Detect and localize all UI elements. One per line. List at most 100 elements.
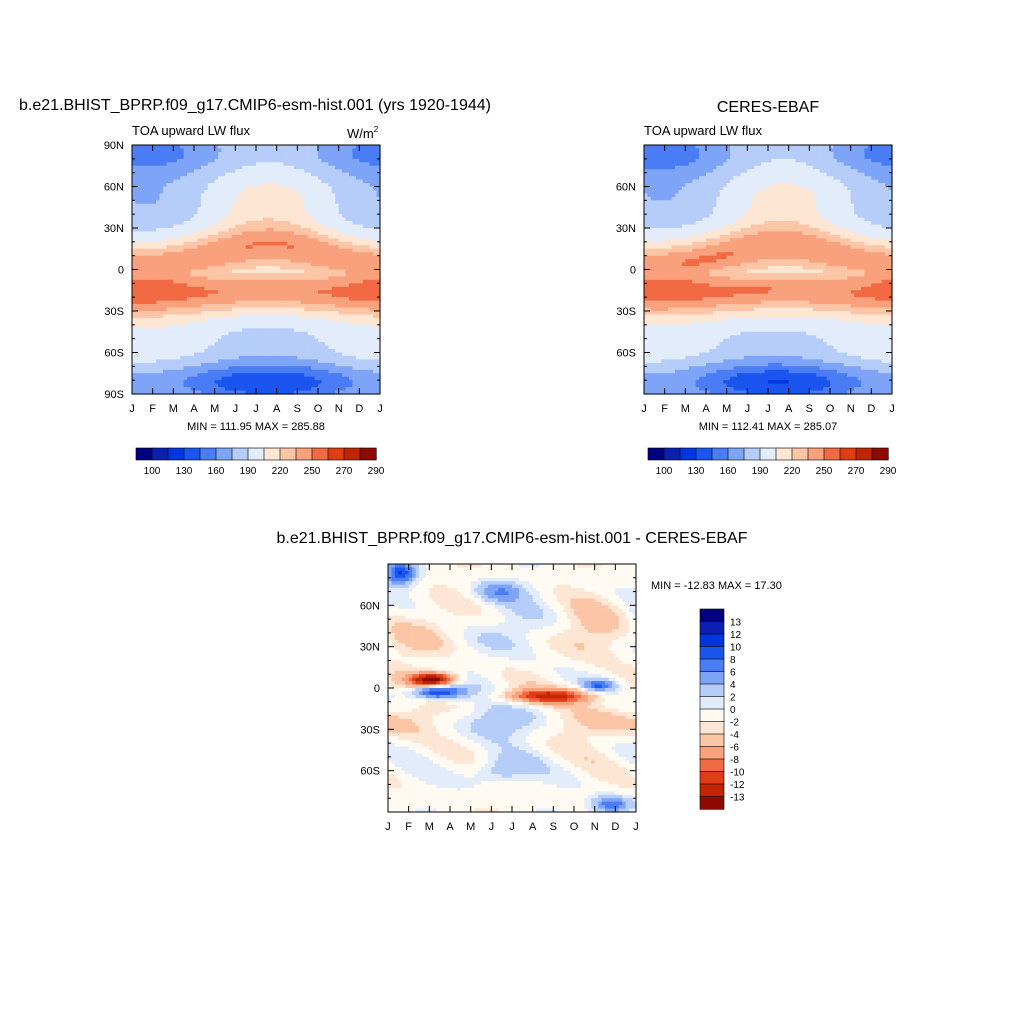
heatmap-cell <box>376 335 381 340</box>
heatmap-cell <box>228 248 233 253</box>
heatmap-cell <box>231 158 236 163</box>
heatmap-cell <box>321 252 326 257</box>
heatmap-cell <box>231 366 236 371</box>
heatmap-cell <box>256 359 261 364</box>
heatmap-cell <box>256 200 261 205</box>
heatmap-cell <box>238 366 243 371</box>
heatmap-cell <box>214 262 219 267</box>
heatmap-cell <box>187 228 192 233</box>
heatmap-cell <box>221 193 226 198</box>
heatmap-cell <box>238 207 243 212</box>
heatmap-cell <box>211 172 216 177</box>
heatmap-cell <box>307 355 312 361</box>
heatmap-cell <box>159 162 164 167</box>
heatmap-cell <box>359 165 364 170</box>
heatmap-cell <box>176 179 181 184</box>
heatmap-cell <box>135 311 140 316</box>
heatmap-cell <box>290 165 295 170</box>
heatmap-cell <box>211 376 216 381</box>
heatmap-cell <box>307 231 312 236</box>
heatmap-cell <box>335 279 340 284</box>
heatmap-cell <box>256 169 261 174</box>
heatmap-cell <box>280 304 285 309</box>
heatmap-cell <box>259 214 264 219</box>
heatmap-cell <box>321 228 326 233</box>
heatmap-cell <box>197 176 202 181</box>
heatmap-cell <box>156 145 161 150</box>
heatmap-cell <box>300 355 305 361</box>
heatmap-cell <box>149 224 154 229</box>
heatmap-cell <box>200 248 205 253</box>
heatmap-cell <box>194 148 199 153</box>
heatmap-cell <box>245 224 250 229</box>
heatmap-cell <box>307 214 312 219</box>
heatmap-cell <box>276 228 281 233</box>
heatmap-cell <box>307 148 312 153</box>
heatmap-cell <box>190 314 195 319</box>
heatmap-cell <box>376 145 381 150</box>
heatmap-cell <box>314 245 319 250</box>
heatmap-cell <box>156 293 161 298</box>
heatmap-cell <box>190 200 195 205</box>
heatmap-cell <box>256 207 261 212</box>
heatmap-cell <box>214 259 219 264</box>
heatmap-cell <box>197 373 202 378</box>
heatmap-cell <box>304 165 309 170</box>
heatmap-cell <box>197 255 202 260</box>
heatmap-cell <box>362 210 367 215</box>
heatmap-cell <box>238 214 243 219</box>
heatmap-cell <box>228 366 233 371</box>
heatmap-cell <box>149 169 154 174</box>
heatmap-cell <box>183 151 188 156</box>
heatmap-cell <box>187 362 192 367</box>
heatmap-cell <box>280 172 285 177</box>
heatmap-cell <box>238 342 243 347</box>
heatmap-cell <box>187 328 192 333</box>
heatmap-cell <box>138 349 143 354</box>
heatmap-cell <box>276 158 281 163</box>
heatmap-cell <box>176 321 181 326</box>
heatmap-cell <box>138 148 143 153</box>
heatmap-cell <box>221 155 226 160</box>
heatmap-cell <box>273 266 278 271</box>
heatmap-cell <box>152 269 157 274</box>
heatmap-cell <box>338 165 343 170</box>
heatmap-cell <box>273 217 278 222</box>
heatmap-cell <box>183 158 188 163</box>
heatmap-cell <box>283 283 288 288</box>
heatmap-cell <box>307 297 312 302</box>
heatmap-cell <box>349 196 354 201</box>
heatmap-cell <box>173 189 178 195</box>
heatmap-cell <box>235 245 240 250</box>
heatmap-cell <box>235 221 240 226</box>
heatmap-cell <box>132 328 137 333</box>
heatmap-cell <box>173 317 178 322</box>
heatmap-cell <box>221 328 226 333</box>
heatmap-cell <box>304 272 309 278</box>
heatmap-cell <box>235 241 240 246</box>
heatmap-cell <box>145 366 150 371</box>
heatmap-cell <box>169 276 174 281</box>
heatmap-cell <box>369 172 374 177</box>
heatmap-cell <box>156 383 161 388</box>
heatmap-cell <box>269 179 274 184</box>
heatmap-cell <box>318 286 323 291</box>
heatmap-cell <box>259 203 264 208</box>
heatmap-cell <box>242 165 247 170</box>
heatmap-cell <box>207 279 212 284</box>
heatmap-cell <box>204 380 209 385</box>
heatmap-cell <box>138 297 143 302</box>
heatmap-cell <box>242 342 247 347</box>
heatmap-cell <box>311 252 316 257</box>
heatmap-cell <box>259 380 264 385</box>
heatmap-cell <box>214 162 219 167</box>
heatmap-cell <box>297 248 302 253</box>
heatmap-cell <box>242 217 247 222</box>
heatmap-cell <box>290 349 295 354</box>
heatmap-cell <box>187 380 192 385</box>
heatmap-cell <box>304 355 309 361</box>
heatmap-cell <box>132 352 137 357</box>
heatmap-cell <box>176 272 181 278</box>
heatmap-cell <box>307 380 312 385</box>
heatmap-cell <box>197 283 202 288</box>
